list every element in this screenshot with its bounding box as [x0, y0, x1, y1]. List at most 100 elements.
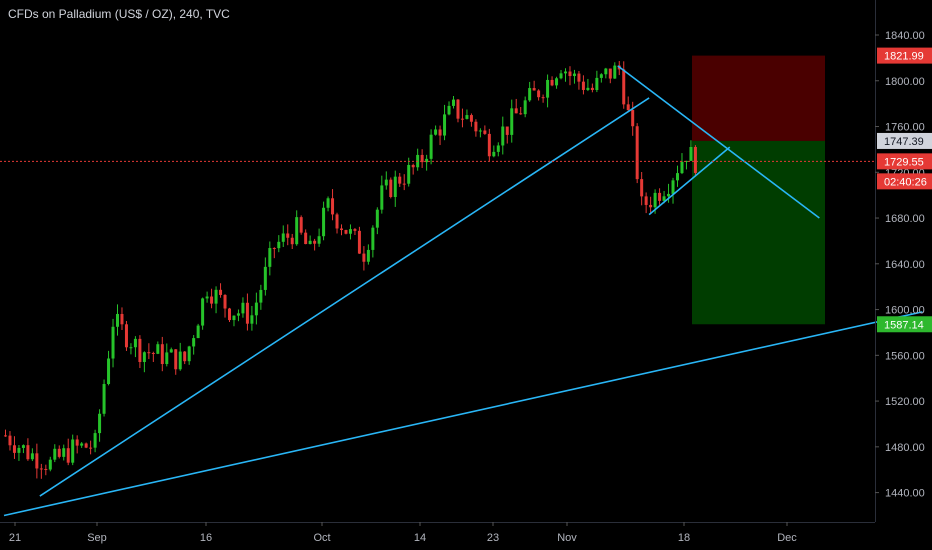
take-profit-zone[interactable] [692, 140, 825, 325]
candle-body [313, 240, 317, 244]
candle-body [232, 315, 236, 321]
candle-body [151, 352, 155, 354]
candle [124, 320, 128, 351]
candle [398, 173, 402, 187]
candle-body [393, 176, 397, 197]
candle [151, 351, 155, 362]
entry-price-tag-label: 1747.39 [884, 136, 924, 148]
candle [559, 69, 563, 80]
candle-body [537, 90, 541, 98]
candle [680, 153, 684, 175]
candle [228, 307, 231, 322]
candle-body [649, 204, 653, 208]
candle-body [501, 126, 505, 146]
candle [590, 83, 594, 93]
candle [39, 463, 43, 479]
candle [169, 347, 173, 353]
trendline-rising-support[interactable] [39, 97, 650, 497]
candle [268, 241, 272, 276]
candle-body [452, 99, 455, 106]
candle [420, 149, 424, 168]
candle-body [48, 459, 52, 470]
candle [335, 212, 339, 234]
candle-body [4, 435, 7, 437]
stop-price-tag: 1821.99 [877, 47, 932, 64]
candle-body [299, 217, 303, 233]
candle [550, 76, 554, 87]
candle [295, 210, 299, 246]
candle [26, 438, 30, 461]
x-tick-label: Sep [87, 532, 107, 544]
candle [667, 183, 671, 203]
price-axis[interactable]: 1440.00 1480.00 1520.00 1560.00 1600.00 1640.… [875, 30, 925, 500]
trendline-flag-support[interactable] [648, 146, 731, 216]
candle [241, 297, 245, 318]
candle [53, 444, 57, 463]
candle [281, 225, 285, 247]
candle [4, 429, 7, 437]
candle [568, 66, 572, 86]
candle-body [335, 214, 339, 229]
candle [138, 335, 142, 369]
candle-body [658, 192, 662, 201]
candle-body [613, 65, 617, 79]
candle-body [174, 349, 178, 370]
candle-body [62, 448, 66, 457]
candle [595, 70, 599, 93]
candle [331, 189, 335, 221]
candle-body [546, 79, 550, 98]
candle [483, 125, 487, 135]
candle-body [344, 230, 348, 234]
candle [510, 99, 514, 143]
candle-body [75, 439, 79, 446]
candle [322, 201, 326, 241]
time-axis[interactable]: 21 Sep 16 Oct 14 23 Nov 18 Dec [9, 522, 797, 544]
candle [17, 445, 21, 461]
candle-body [353, 229, 357, 231]
candle-body [223, 294, 227, 309]
candle-body [447, 105, 451, 115]
candle [107, 350, 111, 386]
candle-body [443, 114, 447, 136]
trendline-falling-resistance[interactable] [617, 65, 820, 219]
candle-body [116, 313, 119, 327]
candle [35, 443, 39, 479]
candle [384, 171, 388, 190]
candle-body [8, 435, 12, 446]
candle-body [550, 79, 554, 86]
candle-body [160, 344, 164, 365]
candle [366, 244, 370, 265]
candle [84, 442, 88, 449]
candle-body [469, 115, 473, 122]
candle [613, 62, 617, 79]
candle [75, 435, 79, 454]
candle [120, 307, 124, 331]
candle-body [581, 81, 585, 90]
chart-title: CFDs on Palladium (US$ / OZ), 240, TVC [8, 7, 230, 21]
stop-loss-zone[interactable] [692, 55, 825, 141]
last-price-tag-label: 1729.55 [884, 156, 924, 168]
candle [142, 351, 146, 373]
candle [478, 128, 482, 138]
candle-body [259, 289, 263, 303]
candle-body [362, 253, 366, 262]
candle-body [626, 104, 630, 111]
candle [57, 445, 61, 459]
trendline-long-term-support[interactable] [3, 311, 923, 517]
candle [192, 335, 196, 355]
candle [528, 81, 532, 102]
stop-price-tag-label: 1821.99 [884, 51, 924, 63]
candle-body [586, 87, 590, 90]
candle [676, 165, 679, 187]
candle [402, 174, 406, 191]
candle-body [514, 108, 518, 114]
candle-body [304, 232, 308, 245]
candle [371, 225, 375, 258]
candle-body [138, 338, 142, 363]
candle [460, 108, 464, 128]
candle [21, 444, 25, 454]
candle-body [187, 346, 191, 362]
candle [693, 145, 697, 176]
price-tags: 1821.99 1747.39 1729.55 02:40:26 1587.14 [877, 47, 932, 333]
